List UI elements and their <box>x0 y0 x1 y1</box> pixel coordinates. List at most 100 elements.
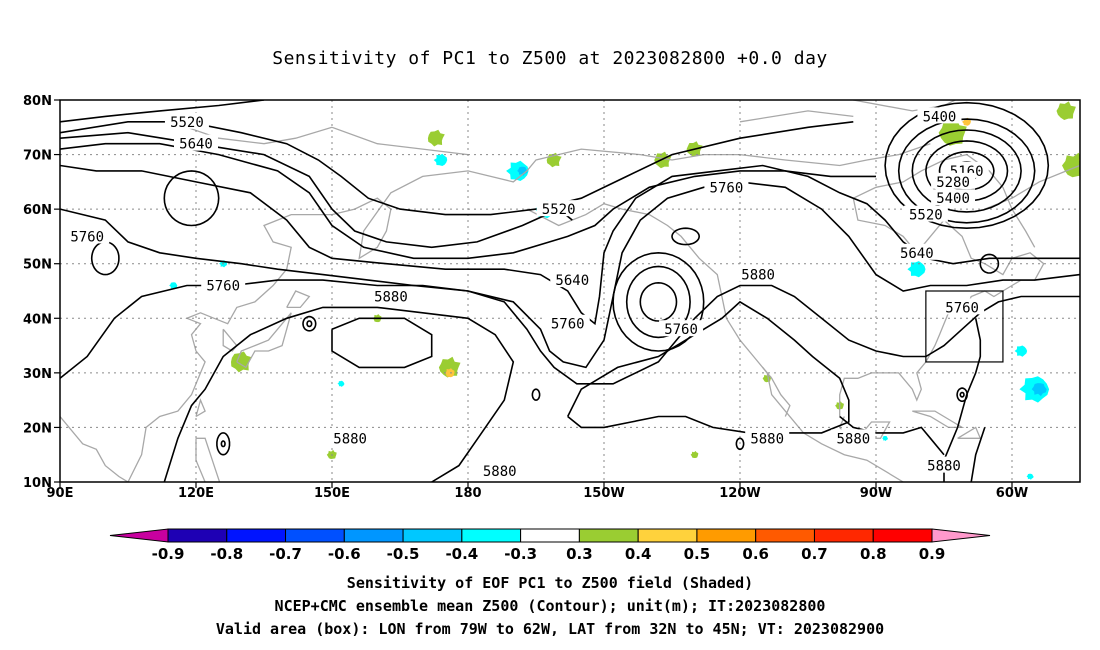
shade-patch <box>444 368 455 378</box>
caption-line-3: Valid area (box): LON from 79W to 62W, L… <box>215 620 885 638</box>
contour-closed-center <box>306 320 313 328</box>
axis-labels: 90E 120E 150E 180 150W 120W 90W 60W 80N 70N 60N 50N… <box>23 94 1028 501</box>
colorbar-tick-label: 0.7 <box>801 545 828 563</box>
figure-title: Sensitivity of PC1 to Z500 at 2023082800… <box>272 48 828 69</box>
contour-label-bg <box>940 298 985 315</box>
contour-line <box>943 318 982 482</box>
contour-line <box>970 427 986 482</box>
contour-label-bg <box>704 178 749 195</box>
colorbar-segment <box>872 528 933 543</box>
colorbar-tick-label: 0.3 <box>566 545 593 563</box>
coastline <box>526 202 905 482</box>
contour-label-bg <box>831 429 876 446</box>
contour-closed-center <box>884 101 1050 230</box>
coastline <box>60 416 129 482</box>
coastline <box>195 398 206 418</box>
contour-label-bg <box>931 189 976 206</box>
contour-closed-center <box>302 315 317 332</box>
colorbar-tick-label: -0.6 <box>328 545 361 563</box>
coastline <box>331 126 469 156</box>
contour-line <box>839 415 945 456</box>
shade-patch <box>690 451 699 458</box>
coastline <box>839 153 1045 417</box>
contour-closed-center <box>938 150 995 191</box>
contour-closed-center <box>956 387 968 402</box>
contour-line <box>60 100 265 123</box>
lat-tick-label: 30N <box>23 367 52 382</box>
contour-label-bg <box>164 112 209 129</box>
contour-label: 5880 <box>927 459 961 475</box>
contour-label: 5760 <box>206 279 240 295</box>
contour-label: 5640 <box>179 137 213 153</box>
valid-area-rect <box>925 290 1004 363</box>
contour-label: 5760 <box>70 229 104 245</box>
contour-label-bg <box>201 276 246 293</box>
coastline <box>912 410 965 429</box>
lat-tick-label: 60N <box>23 203 52 218</box>
lat-tick-label: 20N <box>23 421 52 436</box>
contour-label: 5760 <box>551 317 585 333</box>
lon-tick-label: 60W <box>996 486 1028 501</box>
contour-line <box>331 317 433 369</box>
shade-patch <box>1056 101 1076 120</box>
coastline <box>998 100 1002 101</box>
colorbar-segment <box>578 528 639 543</box>
colorbar-max-arrow <box>931 528 991 543</box>
contour-label-bg <box>550 271 595 288</box>
colorbar-segment <box>696 528 757 543</box>
shade-patch <box>1062 152 1080 178</box>
shade-patch <box>427 129 445 147</box>
colorbar-min-arrow <box>109 528 169 543</box>
colorbar-segment <box>520 528 580 543</box>
shade-patch <box>169 282 178 290</box>
coastline <box>957 426 982 439</box>
contour-label-bg <box>736 265 781 282</box>
contour-closed-center <box>671 227 701 246</box>
contour-label-bg <box>745 429 790 446</box>
colorbar-tick-label: 0.9 <box>919 545 946 563</box>
colorbar-tick-label: -0.4 <box>445 545 478 563</box>
coastline <box>236 312 292 369</box>
lat-tick-label: 80N <box>23 94 52 109</box>
contour-label: 5760 <box>945 300 979 316</box>
colorbar-tick-label: 0.4 <box>625 545 652 563</box>
contour-closed-center <box>897 118 1036 224</box>
colorbar: -0.9 -0.8 -0.7 -0.6 -0.5 -0.4 -0.3 0.3 0.4 0.5 0.6… <box>109 528 991 563</box>
contour-label: 5400 <box>923 109 957 125</box>
lat-tick-label: 10N <box>23 476 52 491</box>
shade-patch <box>882 436 888 441</box>
colorbar-segment <box>637 528 698 543</box>
coastline <box>222 328 238 352</box>
contour-label-bg <box>903 205 948 222</box>
colorbar-tick-label: -0.5 <box>387 545 420 563</box>
shade-patch <box>1014 345 1028 357</box>
contour-label-bg <box>368 287 413 304</box>
contour-closed-center <box>925 140 1009 202</box>
shade-patch <box>433 153 448 166</box>
coastline <box>286 290 311 309</box>
coastline <box>195 437 221 482</box>
colorbar-tick-label: 0.5 <box>684 545 711 563</box>
colorbar-tick-label: -0.8 <box>210 545 243 563</box>
colorbar-segment <box>813 528 874 543</box>
colorbar-tick-label: -0.7 <box>269 545 302 563</box>
coastline <box>127 143 931 482</box>
contour-label-bg <box>894 243 939 260</box>
contour-closed-center <box>911 129 1022 213</box>
contour-closed-center <box>735 437 745 451</box>
coastlines <box>60 100 1080 482</box>
contour-label-bg <box>328 429 373 446</box>
z500-contours <box>60 100 1080 482</box>
shade-patch <box>654 151 672 169</box>
contour-line <box>566 300 850 434</box>
caption-line-1: Sensitivity of EOF PC1 to Z500 field (Sh… <box>346 574 754 592</box>
contour-line <box>163 306 515 482</box>
contour-label-bg <box>931 172 976 189</box>
lon-tick-label: 180 <box>454 486 481 501</box>
lon-tick-label: 150E <box>314 486 350 501</box>
lat-tick-label: 40N <box>23 312 52 327</box>
contour-line <box>60 131 573 249</box>
contour-label-bg <box>477 462 522 479</box>
contour-closed-center <box>220 440 226 448</box>
